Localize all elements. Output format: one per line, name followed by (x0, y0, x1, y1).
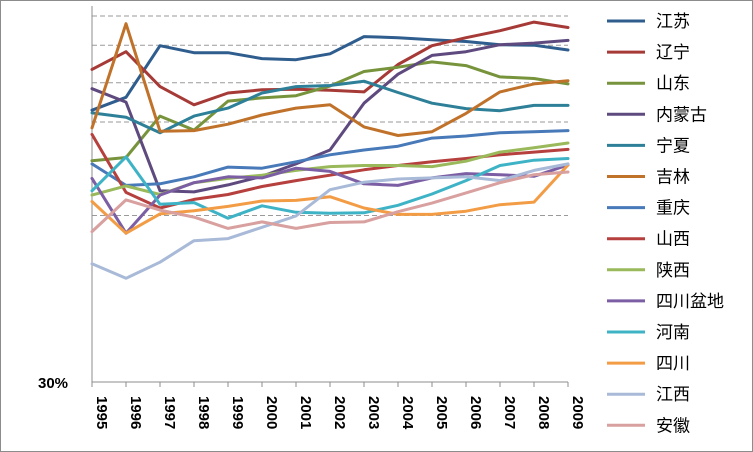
series-line (90, 163, 570, 235)
x-tick-label: 2000 (263, 396, 280, 429)
series-line (90, 35, 570, 112)
legend-label: 内蒙古 (656, 105, 707, 125)
legend-label: 江苏 (656, 12, 690, 32)
legend-label: 辽宁 (656, 43, 690, 63)
series-line (90, 22, 570, 137)
x-tick-label: 1995 (93, 396, 110, 429)
series-line (90, 162, 570, 280)
x-tick-label: 1997 (161, 396, 178, 429)
legend-label: 安徽 (656, 416, 690, 436)
legend-label: 四川盆地 (656, 292, 724, 312)
legend-label: 山东 (656, 74, 690, 94)
series-line (90, 155, 570, 220)
legend-label: 吉林 (656, 168, 690, 188)
legend-label: 宁夏 (656, 136, 690, 156)
x-tick-label: 2005 (433, 396, 450, 429)
legend-label: 河南 (656, 323, 690, 343)
series-line (90, 129, 570, 187)
x-tick-label: 2007 (501, 396, 518, 429)
x-tick-label: 1996 (127, 396, 144, 429)
series-line (90, 79, 570, 135)
x-tick-label: 2006 (467, 396, 484, 429)
x-tick-label: 1998 (195, 396, 212, 429)
x-tick-label: 2003 (365, 396, 382, 429)
x-tick-label: 2009 (569, 396, 586, 429)
series-line (90, 20, 570, 107)
x-tick-label: 1999 (229, 396, 246, 429)
x-tick-label: 2001 (297, 396, 314, 429)
x-tick-label: 2002 (331, 396, 348, 429)
legend-label: 四川 (656, 354, 690, 374)
series-line (90, 170, 570, 234)
y-tick-label: 30% (38, 375, 68, 392)
legend-label: 陕西 (656, 261, 690, 281)
x-tick-label: 2008 (535, 396, 552, 429)
legend-label: 山西 (656, 230, 690, 250)
legend-label: 重庆 (656, 199, 690, 219)
x-tick-label: 2004 (399, 396, 416, 430)
legend-label: 江西 (656, 385, 690, 405)
